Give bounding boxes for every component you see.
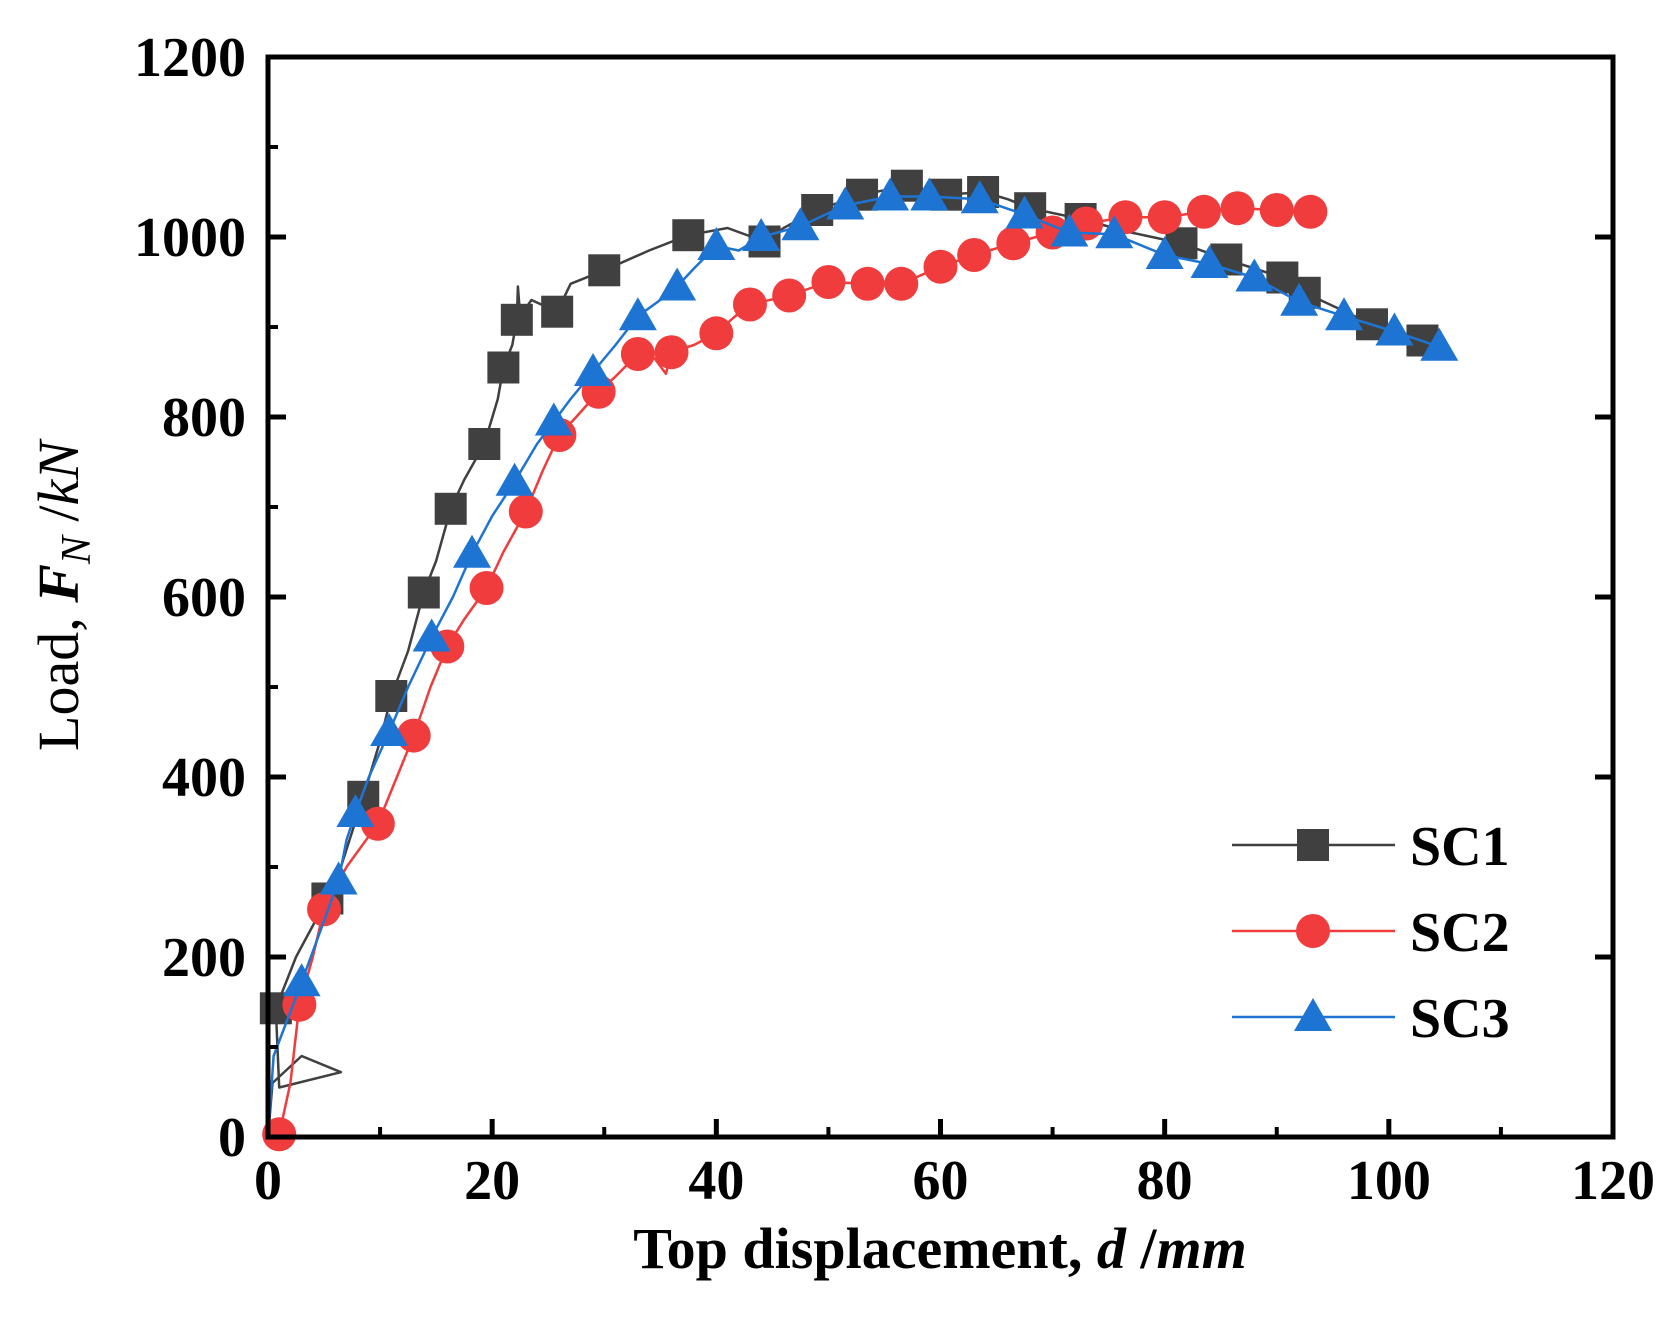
data-point-sc3 — [1375, 312, 1414, 346]
data-point-sc2 — [508, 494, 543, 529]
data-point-sc3 — [1005, 195, 1044, 229]
data-point-sc3 — [826, 186, 865, 220]
data-point-sc2 — [699, 316, 734, 351]
y-tick-label: 1200 — [134, 27, 246, 89]
legend-item-sc2: SC2 — [1232, 902, 1510, 964]
data-point-sc3 — [1145, 236, 1184, 269]
data-point-sc2 — [772, 278, 807, 313]
legend-marker — [1294, 998, 1332, 1031]
data-point-sc3 — [960, 180, 999, 214]
data-point-sc3 — [534, 402, 573, 436]
data-point-sc3 — [452, 534, 491, 568]
data-point-sc2 — [996, 226, 1031, 261]
x-axis-title: Top displacement, d /mm — [633, 1216, 1246, 1281]
legend-item-sc3: SC3 — [1232, 988, 1510, 1050]
legend-marker — [1297, 829, 1329, 861]
x-tick-label: 60 — [913, 1150, 969, 1212]
data-point-sc2 — [811, 265, 846, 299]
data-point-sc2 — [654, 335, 689, 370]
data-point-sc3 — [910, 177, 949, 211]
data-point-sc3 — [336, 794, 375, 827]
x-axis: 0 20 40 60 80 100 120 — [254, 1119, 1655, 1212]
y-tick-label: 400 — [162, 747, 246, 809]
data-point-sc3 — [1095, 215, 1134, 249]
data-point-sc1 — [434, 492, 467, 525]
data-point-sc3 — [658, 267, 697, 301]
data-point-sc1 — [487, 351, 520, 384]
data-point-sc1 — [672, 219, 705, 252]
data-point-sc3 — [697, 227, 736, 260]
data-point-sc1 — [407, 576, 440, 609]
data-point-sc3 — [495, 462, 534, 496]
data-point-sc3 — [618, 297, 657, 331]
data-point-sc2 — [732, 287, 767, 322]
series-layer — [259, 169, 1459, 1152]
data-point-sc1 — [541, 295, 574, 328]
data-point-sc3 — [781, 207, 820, 241]
data-point-sc3 — [412, 618, 451, 652]
data-point-sc2 — [884, 266, 919, 301]
data-point-sc1 — [468, 428, 501, 460]
data-point-sc3 — [742, 218, 781, 251]
data-point-sc3 — [871, 177, 910, 211]
chart-legend: SC1 SC2 SC3 — [1232, 816, 1510, 1050]
x-tick-label: 80 — [1137, 1150, 1193, 1212]
data-point-sc2 — [1293, 194, 1328, 229]
data-point-sc3 — [1190, 245, 1229, 278]
y-tick-label: 800 — [162, 387, 246, 449]
legend-item-sc1: SC1 — [1232, 816, 1510, 878]
data-point-sc1 — [375, 680, 408, 712]
y-tick-label: 1000 — [134, 207, 246, 269]
data-point-sc3 — [1235, 258, 1274, 292]
data-point-sc2 — [1220, 191, 1255, 226]
legend-label: SC3 — [1410, 988, 1510, 1050]
y-axis-title: Load, FN /kN — [26, 438, 100, 751]
data-point-sc3 — [282, 963, 321, 997]
data-point-sc2 — [957, 238, 992, 272]
x-tick-label: 120 — [1571, 1150, 1655, 1212]
data-point-sc3 — [1420, 327, 1459, 361]
data-point-sc2 — [923, 249, 958, 284]
data-point-sc1 — [500, 303, 533, 336]
data-point-sc3 — [1280, 282, 1319, 316]
x-tick-label: 0 — [254, 1150, 282, 1212]
y-tick-label: 200 — [162, 927, 246, 989]
x-tick-label: 100 — [1347, 1150, 1431, 1212]
data-point-sc2 — [1147, 200, 1182, 235]
data-point-sc2 — [262, 1117, 297, 1152]
data-point-sc1 — [588, 254, 621, 287]
data-point-sc2 — [620, 337, 655, 371]
series-sc3 — [266, 177, 1459, 1138]
data-point-sc2 — [1186, 194, 1221, 229]
data-point-sc3 — [1325, 297, 1363, 331]
data-point-sc3 — [319, 861, 358, 895]
legend-marker — [1296, 914, 1330, 948]
data-point-sc2 — [1259, 193, 1294, 227]
y-tick-label: 0 — [218, 1107, 246, 1169]
data-point-sc3 — [370, 713, 409, 746]
data-point-sc2 — [850, 266, 885, 301]
data-point-sc2 — [469, 571, 504, 605]
x-tick-label: 40 — [688, 1150, 744, 1212]
y-axis: 0 200 400 600 800 1000 1200 — [134, 27, 1613, 1169]
data-point-sc2 — [360, 806, 395, 841]
legend-label: SC1 — [1410, 816, 1510, 878]
legend-label: SC2 — [1410, 902, 1510, 964]
data-point-sc3 — [574, 353, 613, 386]
x-tick-label: 20 — [464, 1150, 520, 1212]
data-point-sc3 — [1050, 213, 1089, 247]
y-tick-label: 600 — [162, 567, 246, 629]
